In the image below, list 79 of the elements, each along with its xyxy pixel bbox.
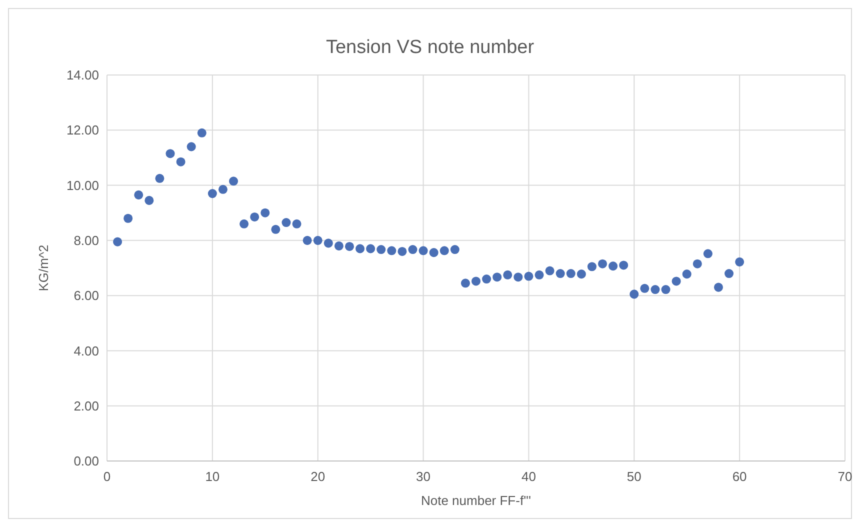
point: [155, 174, 164, 183]
point: [534, 270, 544, 280]
point: [302, 236, 312, 245]
y-tick-label: 2.00: [74, 398, 99, 414]
point: [661, 285, 670, 294]
point: [134, 190, 144, 200]
y-tick-label: 6.00: [74, 288, 99, 304]
point: [250, 212, 260, 222]
y-tick-label: 14.00: [66, 68, 99, 83]
point: [545, 266, 554, 276]
chart-title: Tension VS note number: [326, 37, 535, 58]
point: [650, 285, 660, 294]
point: [144, 196, 154, 205]
y-tick-label: 10.00: [66, 178, 99, 193]
point: [471, 276, 481, 286]
point: [714, 282, 723, 292]
point: [556, 269, 565, 278]
y-tick-label: 8.00: [74, 232, 99, 248]
point: [356, 244, 365, 254]
point: [344, 242, 354, 251]
point: [608, 262, 618, 271]
point: [282, 218, 291, 228]
x-tick-label: 50: [626, 469, 642, 484]
point: [524, 272, 534, 281]
point: [197, 128, 206, 138]
x-tick-label: 60: [732, 469, 747, 484]
point: [482, 274, 492, 284]
x-tick-label: 40: [521, 469, 536, 484]
point: [398, 246, 407, 256]
point: [387, 246, 396, 256]
point: [166, 149, 175, 158]
point: [429, 248, 438, 258]
y-tick-label: 0.00: [74, 454, 99, 469]
x-tick-label: 70: [838, 469, 852, 484]
x-tick-label: 0: [103, 469, 111, 484]
point: [376, 245, 386, 254]
point: [418, 246, 428, 256]
x-tick-label: 30: [416, 469, 431, 484]
point: [514, 272, 523, 282]
point: [440, 246, 449, 256]
point: [672, 276, 681, 286]
point: [630, 290, 639, 299]
point: [313, 236, 322, 245]
point: [450, 245, 460, 254]
y-axis-title: KG/m^2: [36, 244, 51, 292]
y-tick-label: 12.00: [66, 122, 99, 138]
point: [503, 270, 512, 280]
point: [566, 269, 576, 278]
point: [408, 245, 418, 254]
point: [260, 208, 270, 218]
point: [703, 249, 712, 258]
point: [176, 157, 186, 166]
point: [598, 259, 608, 268]
point: [724, 269, 734, 278]
point: [240, 219, 249, 228]
point: [640, 284, 650, 293]
point: [124, 214, 133, 223]
point: [271, 224, 280, 234]
point: [619, 260, 628, 270]
y-tick-label: 4.00: [74, 343, 99, 358]
point: [324, 238, 333, 248]
x-tick-label: 10: [205, 469, 220, 484]
x-axis-title: Note number FF-f''': [420, 493, 532, 508]
point: [460, 278, 470, 288]
point: [186, 142, 196, 152]
point: [208, 189, 217, 198]
point: [229, 176, 238, 186]
point: [576, 270, 586, 279]
x-tick-label: 20: [310, 469, 326, 484]
point: [587, 262, 596, 272]
point: [113, 237, 122, 246]
point: [292, 219, 302, 228]
point: [692, 259, 702, 268]
point: [735, 257, 744, 266]
point: [334, 241, 344, 250]
point: [218, 184, 228, 194]
point: [492, 272, 502, 282]
point: [366, 244, 376, 254]
point: [682, 270, 692, 279]
